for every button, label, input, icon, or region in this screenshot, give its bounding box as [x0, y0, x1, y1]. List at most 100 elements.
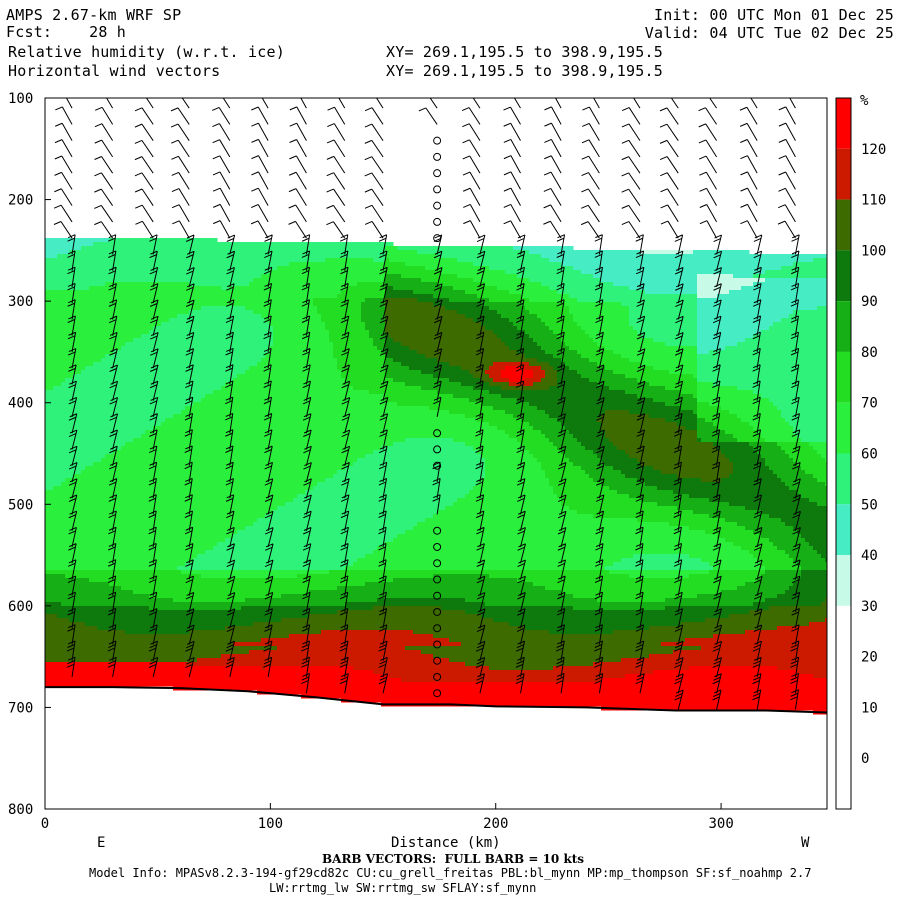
- rh-cell: [57, 382, 62, 387]
- rh-cell: [137, 246, 142, 251]
- rh-cell: [125, 606, 130, 611]
- rh-cell: [177, 526, 182, 531]
- rh-cell: [213, 554, 218, 559]
- rh-cell: [49, 622, 54, 627]
- rh-cell: [125, 326, 130, 331]
- rh-cell: [121, 490, 126, 495]
- rh-cell: [141, 606, 146, 611]
- rh-cell: [217, 494, 222, 499]
- rh-cell: [169, 330, 174, 335]
- rh-cell: [141, 630, 146, 635]
- rh-cell: [161, 342, 166, 347]
- rh-cell: [129, 670, 134, 675]
- rh-cell: [49, 286, 54, 291]
- rh-cell: [169, 646, 174, 651]
- rh-cell: [45, 590, 50, 595]
- rh-cell: [85, 494, 90, 499]
- rh-cell: [169, 450, 174, 455]
- rh-cell: [121, 470, 126, 475]
- rh-cell: [117, 658, 122, 663]
- rh-cell: [109, 290, 114, 295]
- rh-cell: [185, 538, 190, 543]
- rh-cell: [221, 358, 226, 363]
- rh-cell: [129, 366, 134, 371]
- rh-cell: [169, 682, 174, 687]
- rh-cell: [205, 582, 210, 587]
- rh-cell: [129, 422, 134, 427]
- rh-cell: [205, 382, 210, 387]
- rh-cell: [69, 390, 74, 395]
- rh-cell: [61, 238, 66, 243]
- rh-cell: [213, 358, 218, 363]
- rh-cell: [181, 594, 186, 599]
- rh-cell: [93, 622, 98, 627]
- rh-cell: [93, 526, 98, 531]
- rh-cell: [173, 654, 178, 659]
- rh-cell: [57, 674, 62, 679]
- rh-cell: [61, 490, 66, 495]
- rh-cell: [117, 386, 122, 391]
- rh-cell: [217, 606, 222, 611]
- rh-cell: [125, 486, 130, 491]
- rh-cell: [97, 506, 102, 511]
- rh-cell: [197, 682, 202, 687]
- rh-cell: [89, 354, 94, 359]
- rh-cell: [85, 678, 90, 683]
- rh-cell: [209, 406, 214, 411]
- rh-cell: [137, 426, 142, 431]
- rh-cell: [201, 578, 206, 583]
- rh-cell: [169, 390, 174, 395]
- rh-cell: [85, 426, 90, 431]
- rh-cell: [109, 486, 114, 491]
- rh-cell: [197, 562, 202, 567]
- rh-cell: [141, 262, 146, 267]
- rh-cell: [197, 522, 202, 527]
- rh-cell: [193, 386, 198, 391]
- rh-cell: [45, 578, 50, 583]
- rh-cell: [217, 346, 222, 351]
- rh-cell: [145, 534, 150, 539]
- rh-cell: [89, 654, 94, 659]
- rh-cell: [141, 378, 146, 383]
- rh-cell: [125, 570, 130, 575]
- rh-cell: [121, 258, 126, 263]
- rh-cell: [129, 438, 134, 443]
- rh-cell: [177, 302, 182, 307]
- rh-cell: [133, 266, 138, 271]
- rh-cell: [161, 670, 166, 675]
- rh-cell: [53, 382, 58, 387]
- rh-cell: [165, 414, 170, 419]
- rh-cell: [137, 410, 142, 415]
- rh-cell: [129, 658, 134, 663]
- rh-cell: [169, 354, 174, 359]
- rh-cell: [121, 422, 126, 427]
- rh-cell: [197, 638, 202, 643]
- rh-cell: [45, 370, 50, 375]
- rh-cell: [101, 342, 106, 347]
- rh-cell: [53, 282, 58, 287]
- rh-cell: [165, 522, 170, 527]
- rh-cell: [217, 482, 222, 487]
- rh-cell: [165, 370, 170, 375]
- rh-cell: [93, 442, 98, 447]
- rh-cell: [105, 282, 110, 287]
- rh-cell: [161, 642, 166, 647]
- rh-cell: [197, 454, 202, 459]
- rh-cell: [177, 510, 182, 515]
- rh-cell: [77, 374, 82, 379]
- rh-cell: [149, 290, 154, 295]
- rh-cell: [177, 554, 182, 559]
- rh-cell: [57, 274, 62, 279]
- rh-cell: [125, 374, 130, 379]
- rh-cell: [49, 662, 54, 667]
- rh-cell: [45, 498, 50, 503]
- rh-cell: [193, 522, 198, 527]
- rh-cell: [157, 666, 162, 671]
- rh-cell: [201, 438, 206, 443]
- rh-cell: [137, 414, 142, 419]
- rh-cell: [157, 646, 162, 651]
- rh-cell: [177, 314, 182, 319]
- rh-cell: [97, 562, 102, 567]
- rh-cell: [209, 422, 214, 427]
- rh-cell: [141, 658, 146, 663]
